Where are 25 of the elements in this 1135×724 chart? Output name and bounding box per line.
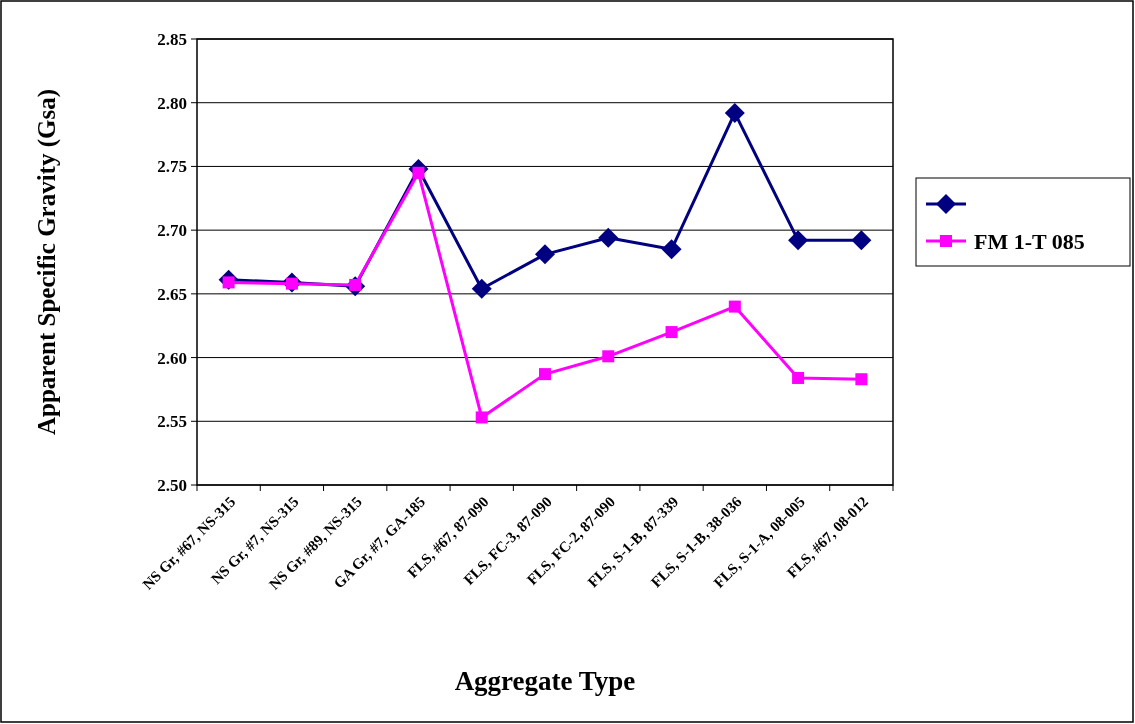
- y-tick-label: 2.55: [157, 412, 187, 432]
- point: [855, 373, 868, 386]
- point: [661, 239, 682, 260]
- point: [598, 227, 619, 248]
- point: [475, 411, 488, 424]
- y-tick-label: 2.60: [157, 348, 187, 368]
- point: [539, 368, 551, 381]
- point: [602, 350, 615, 363]
- y-tick-label: 2.70: [157, 221, 187, 241]
- point: [851, 230, 872, 251]
- y-tick-label: 2.75: [157, 157, 187, 177]
- point: [728, 300, 741, 313]
- point: [724, 102, 745, 123]
- point: [535, 244, 555, 265]
- y-tick-label: 2.80: [157, 93, 187, 113]
- y-tick-label: 2.85: [157, 29, 187, 49]
- point: [665, 326, 678, 339]
- x-axis-title: Aggregate Type: [454, 666, 636, 696]
- point: [788, 230, 809, 251]
- y-tick-label: 2.50: [157, 475, 187, 495]
- point: [471, 278, 492, 299]
- point: [792, 371, 805, 384]
- y-tick-label: 2.65: [157, 284, 187, 304]
- y-axis-title: Apparent Specific Gravity (Gsa): [33, 88, 61, 436]
- legend-label: FM 1-T 085: [974, 228, 1085, 254]
